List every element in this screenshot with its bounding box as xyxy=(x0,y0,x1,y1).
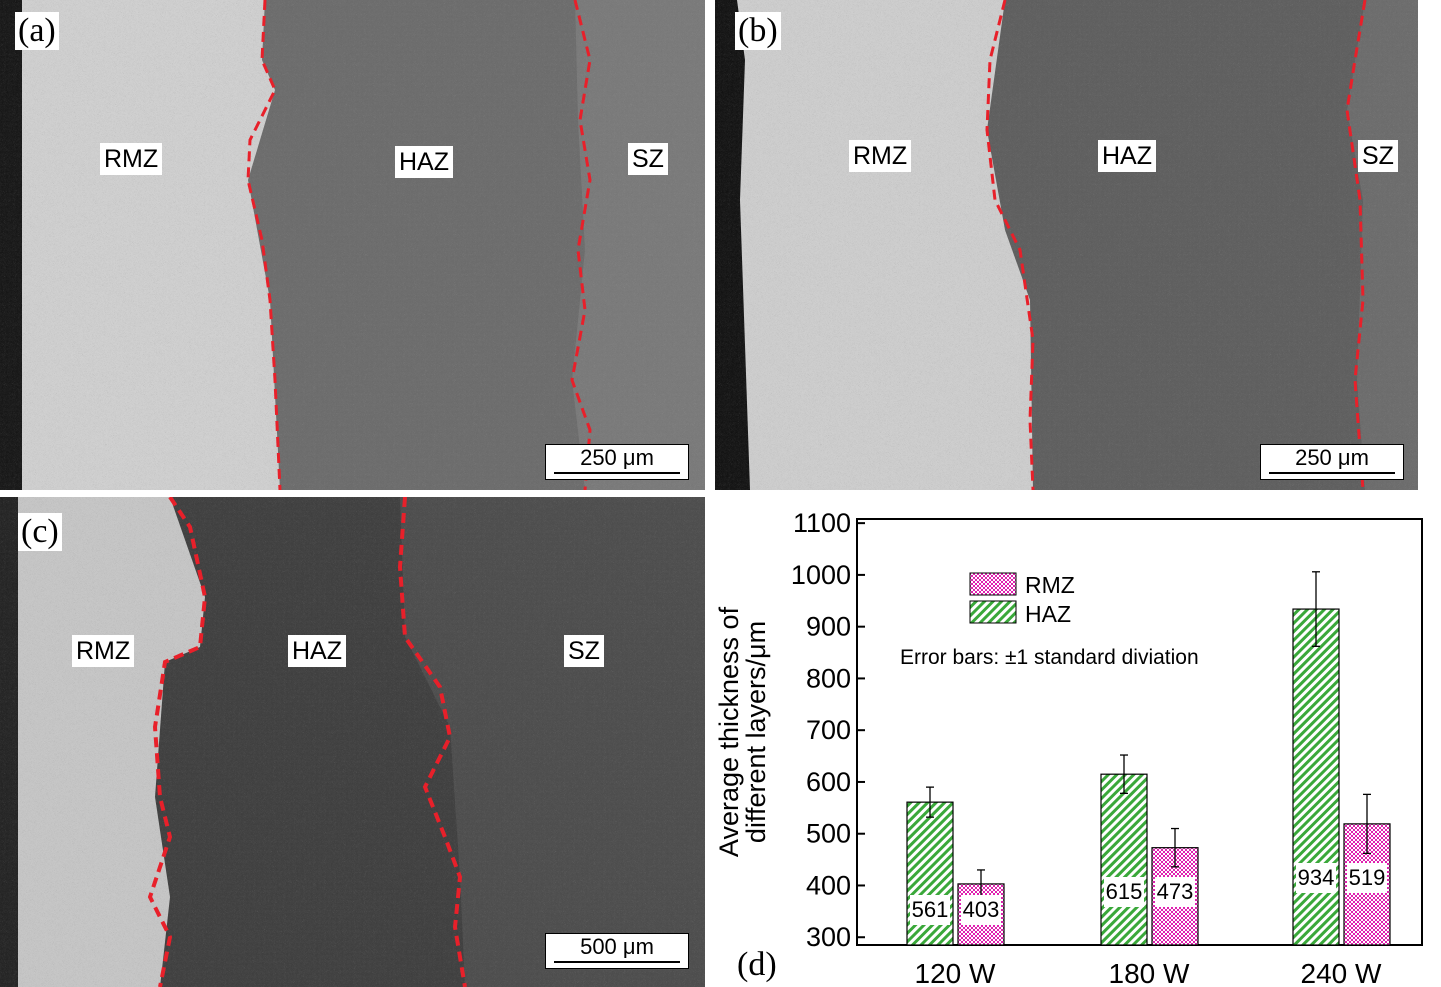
legend-label-haz: HAZ xyxy=(1025,601,1071,627)
data-label: 615 xyxy=(1106,879,1143,904)
y-tick-label: 1100 xyxy=(793,508,851,538)
zone-label-haz: HAZ xyxy=(1098,140,1156,172)
legend-label-rmz: RMZ xyxy=(1025,572,1075,598)
micrograph-b-image xyxy=(715,0,1418,490)
y-tick-label: 400 xyxy=(806,870,851,900)
panel-label: (b) xyxy=(735,12,781,50)
micrograph-c-image xyxy=(0,497,705,987)
data-label-bg xyxy=(961,895,1001,925)
y-tick-label: 600 xyxy=(806,767,851,797)
y-axis-label-line2: different layers/μm xyxy=(741,621,771,843)
micrograph-c: (c) RMZ HAZ SZ 500 μm xyxy=(0,497,705,987)
scale-bar: 250 μm xyxy=(1260,444,1404,480)
y-tick-label: 900 xyxy=(806,612,851,642)
legend-swatch-rmz xyxy=(969,572,1017,596)
y-tick-label: 1000 xyxy=(791,560,851,590)
legend-swatch-haz xyxy=(969,600,1017,624)
scale-bar-label: 250 μm xyxy=(1295,445,1369,470)
y-tick-label: 500 xyxy=(806,819,851,849)
bar-chart: 300 400 500 600 700 800 900 1000 1100 120 W 561 40… xyxy=(714,508,1423,987)
boundary-rmz-haz xyxy=(147,497,208,987)
error-bar-annotation: Error bars: ±1 standard diviation xyxy=(900,646,1199,669)
zone-label-rmz: RMZ xyxy=(72,635,135,667)
data-label: 519 xyxy=(1349,865,1386,890)
zone-label-sz: SZ xyxy=(628,143,668,175)
bar-haz xyxy=(1100,773,1148,946)
micrograph-b: (b) RMZ HAZ SZ 250 μm xyxy=(715,0,1418,490)
data-label-bg xyxy=(910,895,950,925)
scale-bar-label: 500 μm xyxy=(580,934,654,959)
data-label-bg xyxy=(1296,863,1336,893)
boundary-haz-sz xyxy=(570,0,592,490)
zone-label-sz: SZ xyxy=(564,635,604,667)
y-tick-label: 300 xyxy=(806,922,851,952)
scale-bar: 250 μm xyxy=(545,444,689,480)
boundary-rmz-haz xyxy=(246,0,282,490)
micrograph-a-image xyxy=(0,0,705,490)
micrograph-a: (a) RMZ HAZ SZ 250 μm xyxy=(0,0,705,490)
data-label-bg xyxy=(1347,863,1387,893)
data-label: 473 xyxy=(1157,879,1194,904)
data-label: 934 xyxy=(1298,865,1335,890)
y-tick-label: 700 xyxy=(806,715,851,745)
data-label: 561 xyxy=(912,897,949,922)
x-tick-label: 120 W xyxy=(915,958,996,987)
y-axis-label-line1: Average thickness of xyxy=(714,606,744,857)
boundary-rmz-haz xyxy=(985,0,1035,490)
zone-label-rmz: RMZ xyxy=(849,140,912,172)
zone-label-rmz: RMZ xyxy=(100,143,163,175)
boundary-haz-sz xyxy=(397,497,467,987)
data-label-bg xyxy=(1104,877,1144,907)
panel-label: (c) xyxy=(18,513,62,551)
x-tick-label: 180 W xyxy=(1109,958,1190,987)
scale-bar-label: 250 μm xyxy=(580,445,654,470)
x-tick-label: 240 W xyxy=(1301,958,1382,987)
data-label-bg xyxy=(1155,877,1195,907)
panel-label-d: (d) xyxy=(737,946,777,983)
panel-label: (a) xyxy=(15,12,59,50)
y-tick-label: 800 xyxy=(806,663,851,693)
zone-label-sz: SZ xyxy=(1358,140,1398,172)
data-label: 403 xyxy=(963,897,1000,922)
scale-bar: 500 μm xyxy=(545,933,689,969)
bar-haz xyxy=(1292,608,1340,946)
zone-label-haz: HAZ xyxy=(288,635,346,667)
zone-label-haz: HAZ xyxy=(395,146,453,178)
